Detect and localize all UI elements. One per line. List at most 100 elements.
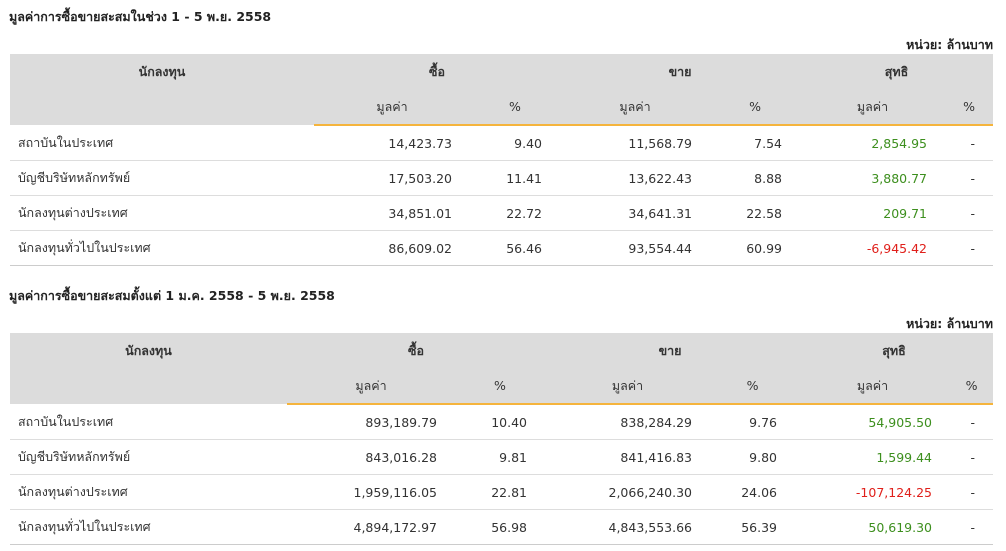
value-cell: - (945, 195, 994, 231)
data-table: นักลงทุน ซื้อ ขาย สุทธิ มูลค่า% มูลค่า% มูลค่า… (10, 54, 994, 266)
value-cell: 56.98 (455, 509, 545, 545)
data-table: นักลงทุน ซื้อ ขาย สุทธิ มูลค่า% มูลค่า% มูลค่า… (10, 333, 994, 545)
value-cell: 86,609.02 (314, 230, 470, 266)
investor-name: สถาบันในประเทศ (10, 125, 314, 161)
value-cell: 4,843,553.66 (545, 509, 710, 545)
value-cell: -6,945.42 (800, 230, 946, 266)
header-cell: ขาย (545, 333, 796, 368)
unit-label: หน่วย: ล้านบาท (906, 316, 993, 331)
table-row: นักลงทุนต่างประเทศ 34,851.01 22.72 34,641.3… (10, 195, 994, 231)
value-cell: - (945, 125, 994, 161)
table-row: สถาบันในประเทศ 14,423.73 9.40 11,568.79 7.54… (10, 125, 994, 161)
table-row: นักลงทุนต่างประเทศ 1,959,116.05 22.81 2,066… (10, 474, 994, 510)
value-cell: 9.80 (710, 439, 796, 475)
table-body: สถาบันในประเทศ 893,189.79 10.40 838,284.29 9… (10, 404, 994, 545)
value-cell: 10.40 (455, 404, 545, 440)
value-cell: -107,124.25 (795, 474, 951, 510)
table-row: นักลงทุนทั่วไปในประเทศ 4,894,172.97 56.98 4… (10, 509, 994, 545)
header-cell: ซื้อ (287, 333, 545, 368)
investor-name: นักลงทุนทั่วไปในประเทศ (10, 509, 287, 545)
unit-label: หน่วย: ล้านบาท (906, 37, 993, 52)
investor-name: บัญชีบริษัทหลักทรัพย์ (10, 160, 314, 196)
value-cell: 11,568.79 (560, 125, 710, 161)
value-cell: 56.39 (710, 509, 796, 545)
subheader-cell: % (710, 368, 796, 405)
value-cell: - (950, 439, 994, 475)
value-cell: 22.72 (470, 195, 560, 231)
value-cell: 13,622.43 (560, 160, 710, 196)
value-cell: 1,599.44 (795, 439, 951, 475)
table-body: สถาบันในประเทศ 14,423.73 9.40 11,568.79 7.54… (10, 125, 994, 266)
value-cell: 9.40 (470, 125, 560, 161)
subheader-cell: มูลค่า (545, 368, 710, 405)
value-cell: 56.46 (470, 230, 560, 266)
value-cell: 24.06 (710, 474, 796, 510)
value-cell: - (950, 509, 994, 545)
table-row: นักลงทุนทั่วไปในประเทศ 86,609.02 56.46 93,5… (10, 230, 994, 266)
subheader-cell: % (950, 368, 994, 405)
value-cell: 11.41 (470, 160, 560, 196)
subheader-cell: % (710, 89, 801, 126)
value-cell: 34,641.31 (560, 195, 710, 231)
value-cell: 34,851.01 (314, 195, 470, 231)
table-row: บัญชีบริษัทหลักทรัพย์ 17,503.20 11.41 13,62… (10, 160, 994, 196)
investor-name: บัญชีบริษัทหลักทรัพย์ (10, 439, 287, 475)
value-cell: 7.54 (710, 125, 801, 161)
table-row: สถาบันในประเทศ 893,189.79 10.40 838,284.29 9… (10, 404, 994, 440)
investor-name: นักลงทุนต่างประเทศ (10, 474, 287, 510)
value-cell: 843,016.28 (287, 439, 455, 475)
value-cell: 9.76 (710, 404, 796, 440)
subheader-cell: มูลค่า (800, 89, 946, 126)
value-cell: 8.88 (710, 160, 801, 196)
value-cell: 2,854.95 (800, 125, 946, 161)
value-cell: 22.58 (710, 195, 801, 231)
table-row: บัญชีบริษัทหลักทรัพย์ 843,016.28 9.81 841,4… (10, 439, 994, 475)
subheader-cell: มูลค่า (795, 368, 951, 405)
investor-name: นักลงทุนต่างประเทศ (10, 195, 314, 231)
value-cell: 2,066,240.30 (545, 474, 710, 510)
value-cell: - (950, 474, 994, 510)
table-header: นักลงทุน ซื้อ ขาย สุทธิ มูลค่า% มูลค่า% มูลค่า… (10, 54, 994, 126)
header-cell (10, 368, 287, 404)
value-cell: 209.71 (800, 195, 946, 231)
value-cell: 9.81 (455, 439, 545, 475)
subheader-row: มูลค่า% มูลค่า% มูลค่า% (10, 89, 994, 126)
header-cell: นักลงทุน (10, 54, 314, 89)
table-header: นักลงทุน ซื้อ ขาย สุทธิ มูลค่า% มูลค่า% มูลค่า… (10, 333, 994, 405)
value-cell: 22.81 (455, 474, 545, 510)
subheader-row: มูลค่า% มูลค่า% มูลค่า% (10, 368, 994, 405)
value-cell: 841,416.83 (545, 439, 710, 475)
subheader-cell: % (945, 89, 994, 126)
header-cell: สุทธิ (795, 333, 994, 368)
subheader-cell: % (455, 368, 545, 405)
subheader-cell: มูลค่า (560, 89, 710, 126)
value-cell: 93,554.44 (560, 230, 710, 266)
subheader-cell: % (470, 89, 560, 126)
value-cell: 54,905.50 (795, 404, 951, 440)
value-cell: - (945, 230, 994, 266)
header-cell: สุทธิ (800, 54, 994, 89)
value-cell: 838,284.29 (545, 404, 710, 440)
investor-name: สถาบันในประเทศ (10, 404, 287, 440)
value-cell: 17,503.20 (314, 160, 470, 196)
value-cell: 14,423.73 (314, 125, 470, 161)
value-cell: 50,619.30 (795, 509, 951, 545)
header-row: นักลงทุน ซื้อ ขาย สุทธิ (10, 54, 994, 89)
value-cell: 3,880.77 (800, 160, 946, 196)
value-cell: 1,959,116.05 (287, 474, 455, 510)
value-cell: - (950, 404, 994, 440)
value-cell: 4,894,172.97 (287, 509, 455, 545)
section-title: มูลค่าการซื้อขายสะสมตั้งแต่ 1 ม.ค. 2558 … (9, 288, 335, 303)
section-title: มูลค่าการซื้อขายสะสมในช่วง 1 - 5 พ.ย. 25… (9, 9, 272, 24)
value-cell: 893,189.79 (287, 404, 455, 440)
value-cell: - (945, 160, 994, 196)
subheader-cell: มูลค่า (287, 368, 455, 405)
header-cell: ซื้อ (314, 54, 560, 89)
header-cell: นักลงทุน (10, 333, 287, 368)
subheader-cell: มูลค่า (314, 89, 470, 126)
investor-name: นักลงทุนทั่วไปในประเทศ (10, 230, 314, 266)
header-row: นักลงทุน ซื้อ ขาย สุทธิ (10, 333, 994, 368)
value-cell: 60.99 (710, 230, 801, 266)
header-cell (10, 89, 314, 125)
